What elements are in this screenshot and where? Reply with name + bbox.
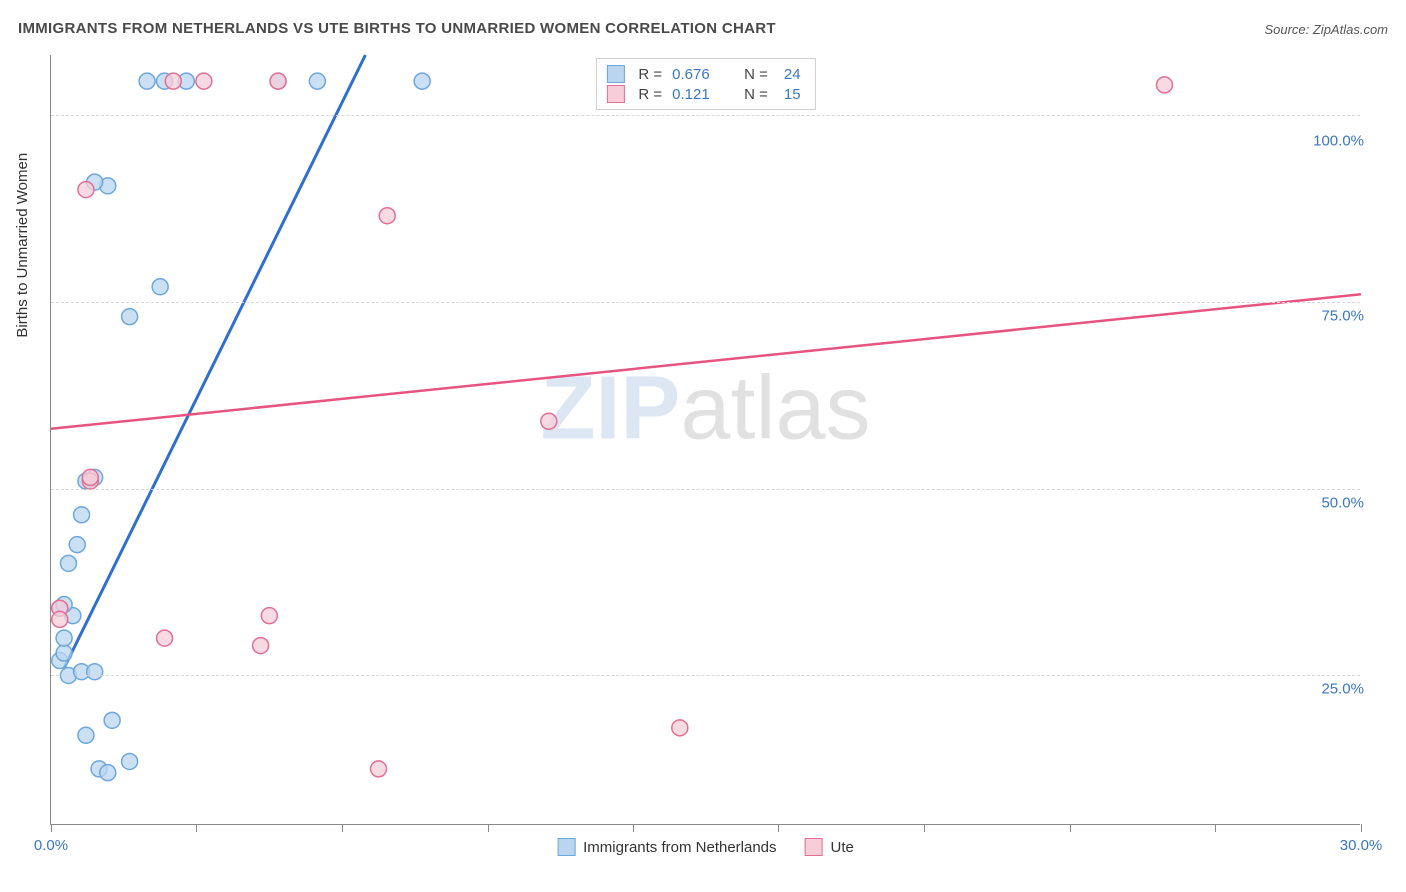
legend-item: Ute [805,838,854,856]
gridline [51,115,1360,116]
source-label: Source: ZipAtlas.com [1264,22,1388,37]
y-tick-label: 75.0% [1321,307,1364,324]
x-tick-label: 0.0% [34,837,68,854]
scatter-point [74,507,90,523]
scatter-point [100,765,116,781]
x-tick-label: 30.0% [1340,837,1383,854]
y-tick-label: 50.0% [1321,494,1364,511]
chart-container: IMMIGRANTS FROM NETHERLANDS VS UTE BIRTH… [0,0,1406,892]
legend-swatch-blue [557,838,575,856]
x-tick [1361,824,1362,832]
gridline [51,302,1360,303]
scatter-point [261,608,277,624]
plot-area: ZIPatlas R = 0.676 N = 24 R = 0.121 N = … [50,55,1360,825]
x-tick [488,824,489,832]
scatter-point [414,73,430,89]
gridline [51,675,1360,676]
x-tick [342,824,343,832]
scatter-point [87,664,103,680]
scatter-point [122,309,138,325]
gridline [51,489,1360,490]
scatter-svg [51,55,1360,824]
scatter-point [52,611,68,627]
x-tick [778,824,779,832]
x-tick [1215,824,1216,832]
scatter-point [139,73,155,89]
scatter-point [69,537,85,553]
legend-label: Immigrants from Netherlands [583,839,776,856]
legend-swatch-pink [805,838,823,856]
scatter-point [56,630,72,646]
legend-label: Ute [831,839,854,856]
scatter-point [165,73,181,89]
legend-item: Immigrants from Netherlands [557,838,776,856]
trendline [64,55,365,668]
scatter-point [78,182,94,198]
scatter-point [371,761,387,777]
scatter-point [157,630,173,646]
scatter-point [82,469,98,485]
scatter-point [196,73,212,89]
legend-series: Immigrants from Netherlands Ute [557,838,854,856]
scatter-point [122,753,138,769]
chart-title: IMMIGRANTS FROM NETHERLANDS VS UTE BIRTH… [18,20,776,37]
x-tick [924,824,925,832]
y-tick-label: 25.0% [1321,681,1364,698]
x-tick [51,824,52,832]
trendline [51,294,1361,429]
scatter-point [56,645,72,661]
x-tick [1070,824,1071,832]
scatter-point [253,638,269,654]
y-tick-label: 100.0% [1313,132,1364,149]
scatter-point [379,208,395,224]
x-tick [633,824,634,832]
scatter-point [60,555,76,571]
scatter-point [104,712,120,728]
scatter-point [152,279,168,295]
y-axis-title: Births to Unmarried Women [14,153,31,338]
scatter-point [672,720,688,736]
x-tick [196,824,197,832]
scatter-point [1157,77,1173,93]
scatter-point [309,73,325,89]
scatter-point [270,73,286,89]
scatter-point [78,727,94,743]
scatter-point [541,413,557,429]
